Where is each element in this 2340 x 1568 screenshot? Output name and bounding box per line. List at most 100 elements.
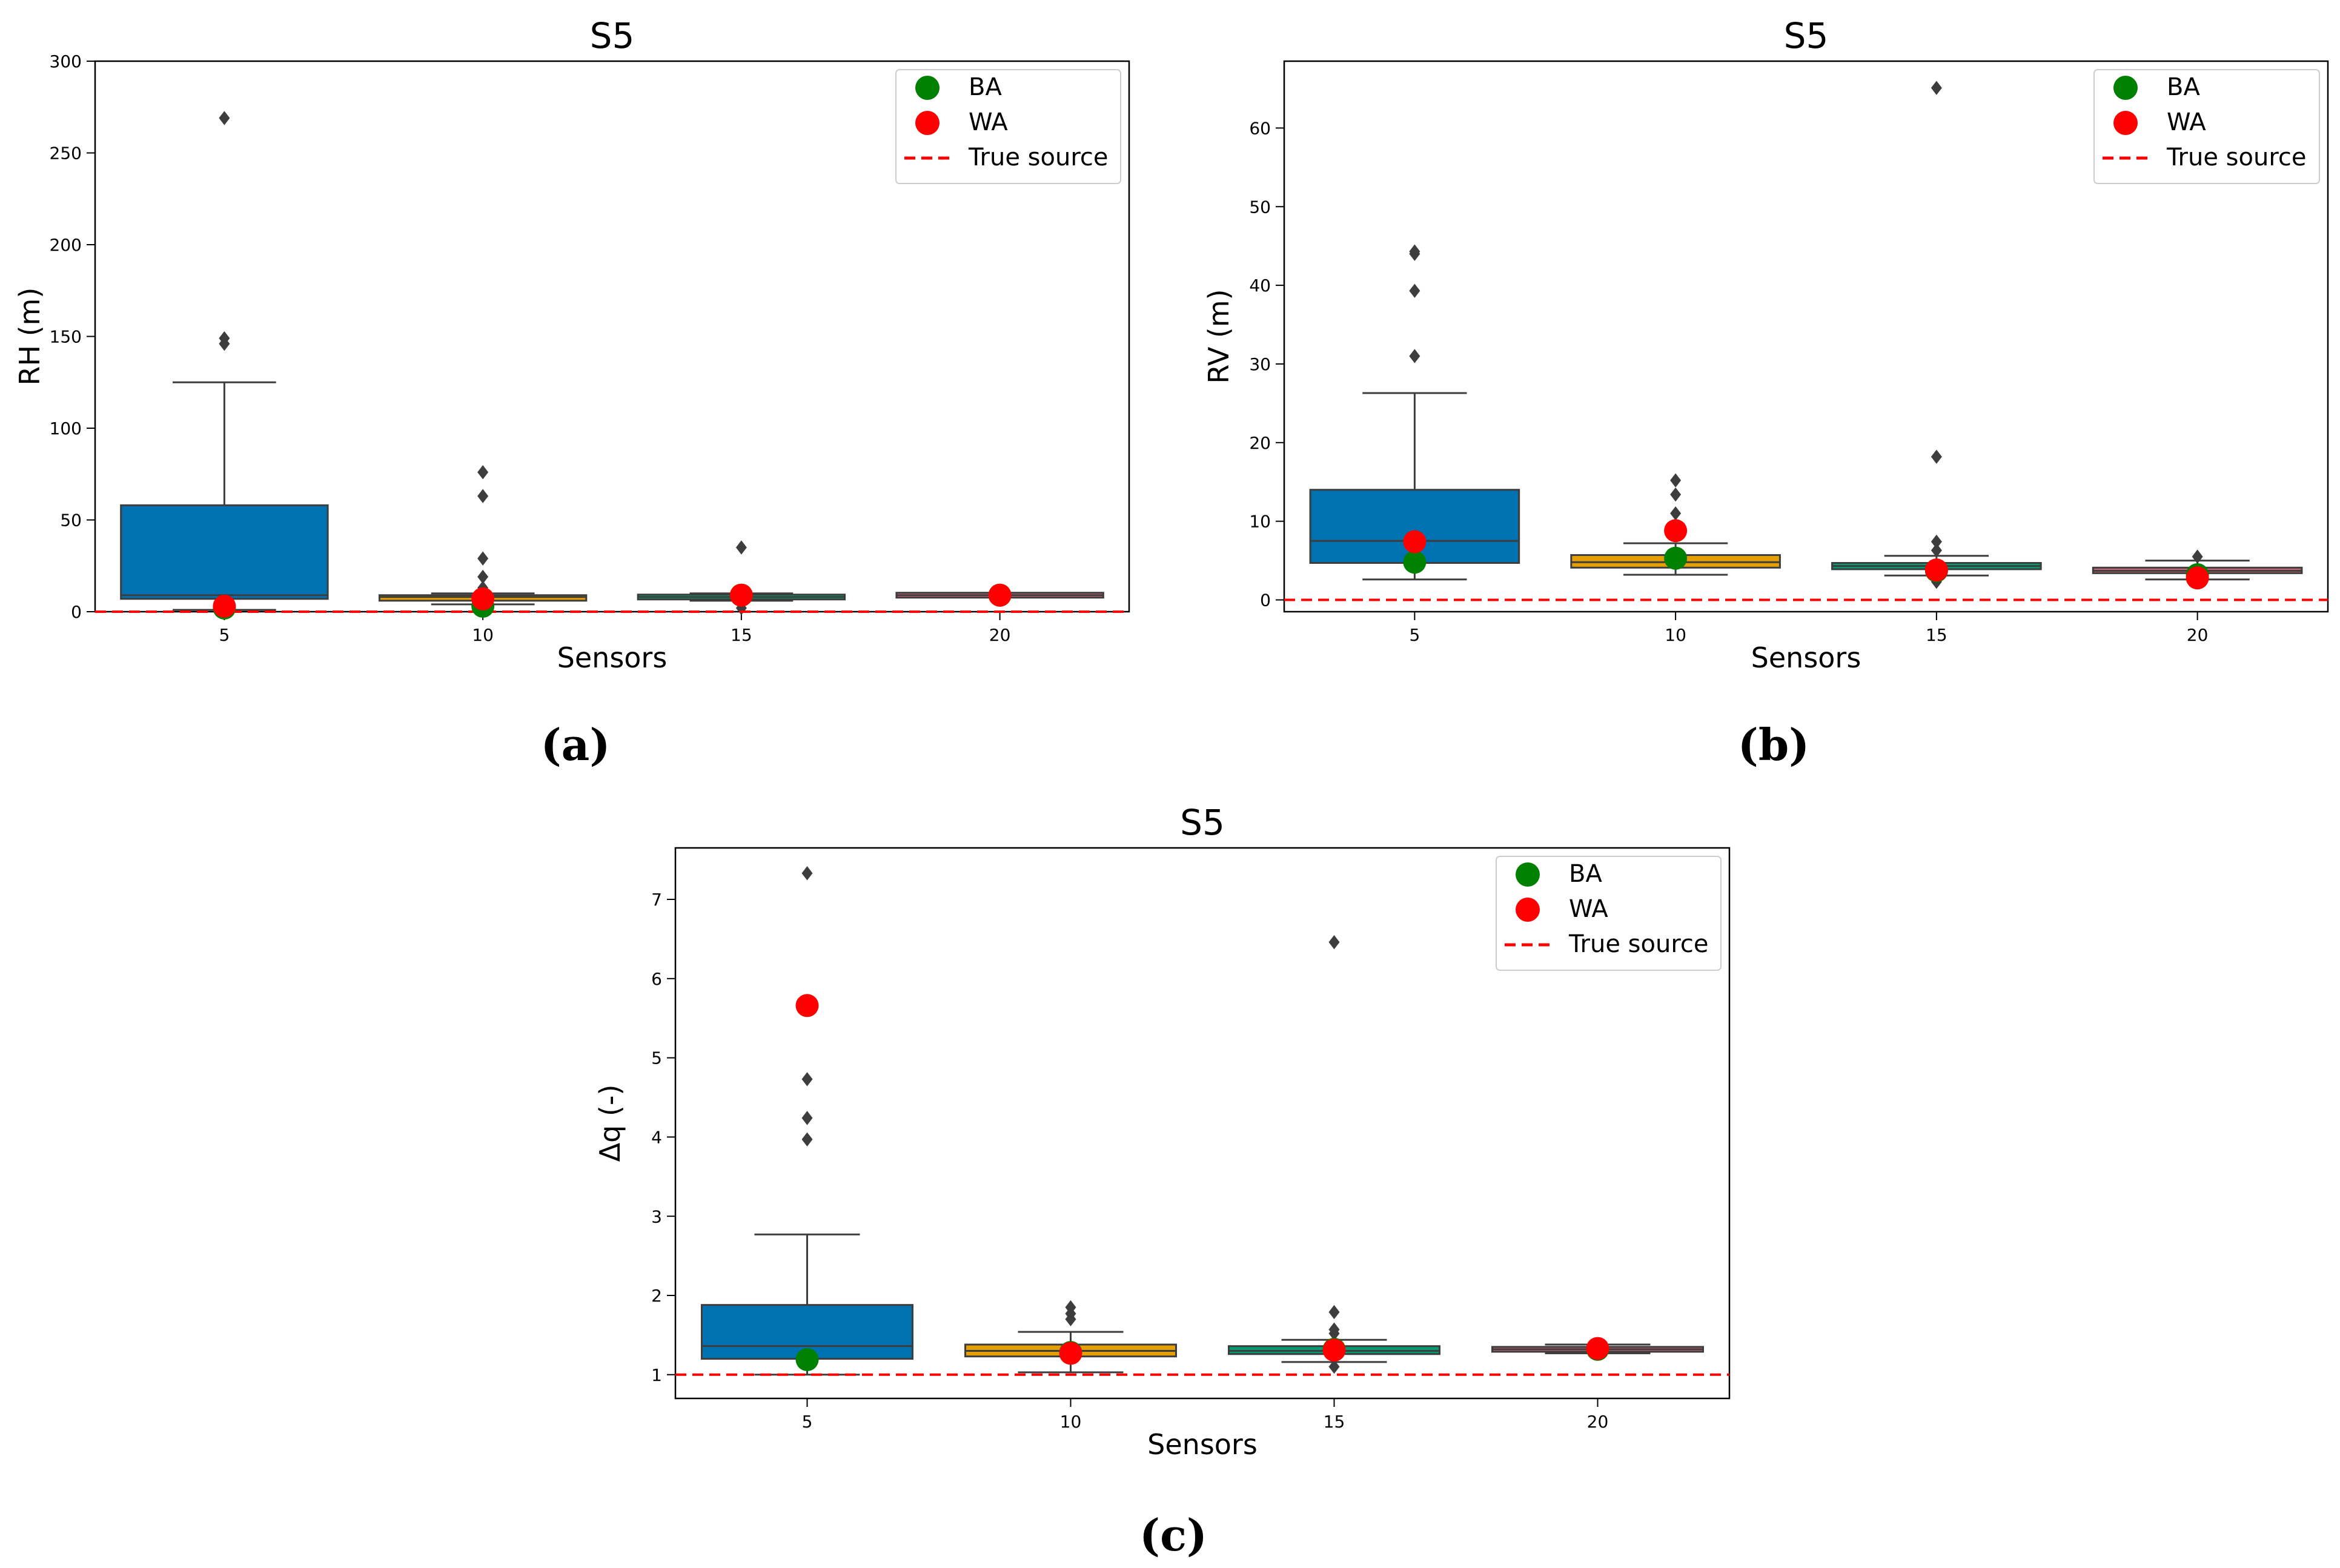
x-tick-label: 20 bbox=[2187, 625, 2209, 645]
outlier-point bbox=[477, 489, 489, 503]
y-tick-label: 4 bbox=[651, 1127, 662, 1147]
outlier-point bbox=[1328, 1359, 1340, 1374]
outlier-point bbox=[1931, 81, 1942, 95]
wa-point bbox=[1924, 558, 1948, 582]
outlier-point bbox=[1328, 1305, 1340, 1320]
legend-true-source-label: True source bbox=[2166, 144, 2307, 171]
y-axis-label: Δq (-) bbox=[594, 1085, 626, 1162]
legend-wa-marker bbox=[2113, 111, 2138, 135]
outlier-point bbox=[219, 331, 230, 346]
y-tick-label: 20 bbox=[1249, 433, 1271, 453]
y-tick-label: 10 bbox=[1249, 512, 1271, 532]
outlier-point bbox=[801, 1132, 813, 1147]
outlier-point bbox=[477, 465, 489, 480]
legend-frame bbox=[2093, 69, 2320, 184]
wa-point bbox=[1664, 519, 1688, 543]
y-tick-label: 7 bbox=[651, 890, 662, 910]
outlier-point bbox=[735, 540, 747, 555]
wa-point bbox=[1403, 530, 1427, 554]
outlier-point bbox=[1328, 1322, 1340, 1337]
y-tick-label: 2 bbox=[651, 1286, 662, 1306]
outlier-point bbox=[477, 551, 489, 566]
outlier-point bbox=[1409, 244, 1420, 259]
legend-frame bbox=[1496, 856, 1722, 971]
outlier-point bbox=[1065, 1300, 1076, 1315]
x-axis-label: Sensors bbox=[1751, 641, 1861, 674]
x-tick-label: 5 bbox=[1409, 625, 1420, 645]
legend-wa-marker bbox=[915, 111, 940, 135]
legend: BA WA True source bbox=[895, 69, 1121, 184]
x-tick-label: 15 bbox=[1324, 1412, 1345, 1432]
y-axis-label: RV (m) bbox=[1202, 289, 1235, 383]
outlier-point bbox=[1670, 473, 1682, 488]
ba-point bbox=[1403, 551, 1427, 574]
x-tick-label: 20 bbox=[1587, 1412, 1609, 1432]
legend-wa-marker bbox=[1516, 898, 1540, 922]
panel-caption: (b) bbox=[1738, 719, 1809, 770]
x-axis-label: Sensors bbox=[1147, 1428, 1258, 1461]
outlier-point bbox=[1670, 506, 1682, 521]
legend: BA WA True source bbox=[2093, 69, 2320, 184]
legend-ba-label: BA bbox=[1569, 860, 1602, 888]
outlier-point bbox=[1670, 487, 1682, 502]
y-tick-label: 50 bbox=[1249, 197, 1271, 217]
y-tick-label: 5 bbox=[651, 1048, 662, 1068]
wa-point bbox=[729, 583, 753, 607]
outlier-point bbox=[1409, 349, 1420, 363]
legend-ba-label: BA bbox=[2167, 73, 2200, 101]
wa-point bbox=[988, 583, 1012, 607]
y-axis-label: RH (m) bbox=[13, 288, 46, 386]
x-tick-label: 5 bbox=[219, 625, 230, 645]
x-tick-label: 10 bbox=[472, 625, 494, 645]
y-tick-label: 300 bbox=[50, 51, 82, 71]
legend-ba-marker bbox=[2113, 76, 2138, 100]
chart-title: S5 bbox=[590, 15, 635, 56]
outlier-point bbox=[219, 111, 230, 125]
x-axis-label: Sensors bbox=[557, 641, 668, 674]
plot-frame bbox=[674, 847, 1731, 1400]
legend: BA WA True source bbox=[1496, 856, 1722, 971]
y-tick-label: 6 bbox=[651, 969, 662, 989]
x-tick-label: 10 bbox=[1665, 625, 1686, 645]
box-5 bbox=[1309, 244, 1520, 581]
y-tick-label: 50 bbox=[60, 511, 82, 531]
ba-point bbox=[795, 1348, 819, 1371]
y-tick-label: 60 bbox=[1249, 118, 1271, 138]
chart-title: S5 bbox=[1180, 802, 1225, 843]
y-tick-label: 200 bbox=[50, 235, 82, 255]
y-tick-label: 1 bbox=[651, 1365, 662, 1385]
outlier-point bbox=[1931, 543, 1942, 558]
y-tick-label: 250 bbox=[50, 144, 82, 164]
x-tick-label: 15 bbox=[1926, 625, 1947, 645]
plot-frame bbox=[1283, 60, 2329, 613]
y-tick-label: 40 bbox=[1249, 276, 1271, 296]
box-15 bbox=[1228, 935, 1440, 1374]
box-5 bbox=[701, 866, 913, 1376]
legend-ba-label: BA bbox=[969, 73, 1002, 101]
wa-point bbox=[1059, 1341, 1082, 1365]
y-tick-label: 3 bbox=[651, 1206, 662, 1226]
panel-caption: (c) bbox=[1139, 1509, 1207, 1561]
wa-point bbox=[2186, 566, 2209, 590]
y-tick-label: 0 bbox=[1260, 590, 1271, 610]
chart-b: 0 10 20 30 40 50 60 5 10 15 20 S5 Sensors RV (m) (b) BA… bbox=[1202, 15, 2329, 770]
box-5 bbox=[120, 111, 329, 611]
box-body bbox=[120, 504, 329, 600]
legend-wa-label: WA bbox=[969, 108, 1008, 136]
x-tick-label: 10 bbox=[1060, 1412, 1082, 1432]
chart-title: S5 bbox=[1784, 15, 1829, 56]
outlier-point bbox=[801, 1111, 813, 1125]
x-tick-label: 5 bbox=[802, 1412, 813, 1432]
box-15 bbox=[1831, 81, 2042, 589]
outlier-point bbox=[2192, 549, 2203, 564]
outlier-point bbox=[1328, 935, 1340, 950]
legend-true-source-label: True source bbox=[968, 144, 1109, 171]
legend-frame bbox=[895, 69, 1121, 184]
chart-a: 0 50 100 150 200 250 300 5 10 15 20 S5 Sensors RH (m)… bbox=[13, 15, 1130, 770]
wa-point bbox=[471, 587, 495, 610]
legend-wa-label: WA bbox=[2167, 108, 2206, 136]
y-tick-label: 0 bbox=[71, 602, 82, 622]
x-tick-label: 20 bbox=[989, 625, 1011, 645]
x-tick-label: 15 bbox=[731, 625, 752, 645]
panel-caption: (a) bbox=[541, 719, 611, 770]
